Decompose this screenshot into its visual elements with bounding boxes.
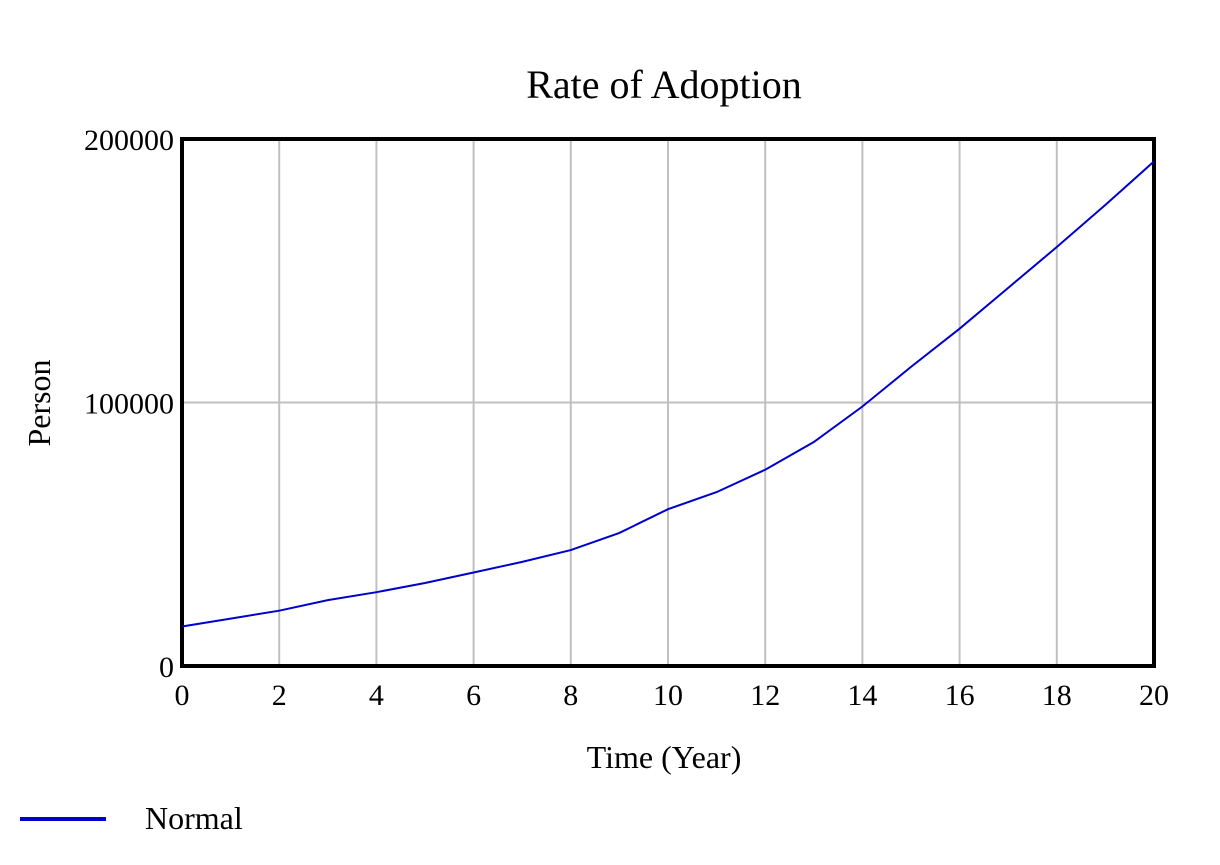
series-lines [181,160,1155,628]
y-tick-label: 0 [159,651,174,684]
x-tick-label: 2 [272,679,287,712]
y-tick-label: 100000 [84,388,174,421]
grid-lines [182,139,1154,666]
y-axis-title: Person [21,359,57,446]
x-tick-label: 8 [563,679,578,712]
y-tick-labels: 0 100000 200000 [84,124,174,684]
x-tick-label: 12 [750,679,780,712]
x-tick-label: 4 [369,679,384,712]
y-tick-label: 200000 [84,124,174,157]
x-tick-label: 16 [945,679,975,712]
x-tick-label: 0 [175,679,190,712]
legend-label-normal: Normal [145,800,243,836]
x-tick-label: 14 [847,679,877,712]
plot-frame [180,137,1156,668]
x-tick-label: 10 [653,679,683,712]
x-tick-label: 18 [1042,679,1072,712]
x-axis-title: Time (Year) [587,739,742,775]
x-tick-label: 6 [466,679,481,712]
x-tick-label: 20 [1139,679,1169,712]
series-line-normal [181,160,1155,628]
legend: Normal [20,800,243,836]
chart-title: Rate of Adoption [526,62,802,107]
x-tick-labels: 0 2 4 6 8 10 12 14 16 18 20 [175,679,1170,712]
